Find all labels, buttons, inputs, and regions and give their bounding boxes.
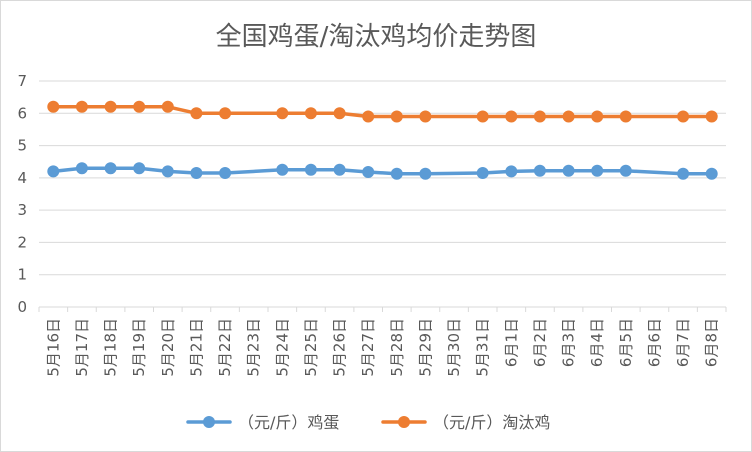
data-point: [390, 167, 403, 180]
data-point: [133, 100, 146, 113]
x-tick-label: 5月21日: [187, 318, 205, 377]
y-tick-label: 0: [17, 298, 27, 316]
series-line: [51, 166, 714, 176]
x-tick-label: 5月18日: [102, 318, 120, 377]
data-point: [304, 163, 317, 176]
data-point: [677, 167, 690, 180]
y-tick-label: 5: [17, 137, 27, 155]
data-point: [362, 110, 375, 123]
data-point: [591, 164, 604, 177]
y-tick-label: 3: [17, 201, 27, 219]
x-tick-label: 5月16日: [44, 318, 62, 377]
data-point: [276, 107, 289, 120]
x-tick-label: 5月25日: [302, 318, 320, 377]
legend-label: （元/斤）鸡蛋: [238, 413, 339, 432]
x-tick-label: 5月17日: [73, 318, 91, 377]
chart-title: 全国鸡蛋/淘汰鸡均价走势图: [216, 22, 537, 52]
y-tick-label: 2: [17, 233, 27, 251]
x-tick-label: 5月28日: [388, 318, 406, 377]
data-point: [190, 107, 203, 120]
x-tick-label: 5月29日: [416, 318, 434, 377]
data-point: [304, 107, 317, 120]
y-tick-label: 7: [17, 72, 27, 90]
data-point: [505, 165, 518, 178]
data-point: [533, 110, 546, 123]
legend-label: （元/斤）淘汰鸡: [433, 413, 550, 432]
x-tick-label: 6月7日: [674, 318, 692, 367]
legend: （元/斤）鸡蛋 （元/斤）淘汰鸡: [186, 413, 550, 432]
data-point: [419, 167, 432, 180]
x-tick-label: 6月8日: [703, 318, 721, 367]
y-tick-label: 6: [17, 104, 27, 122]
legend-marker: [203, 416, 215, 428]
data-point: [705, 167, 718, 180]
series-2: [47, 100, 718, 123]
data-point: [161, 100, 174, 113]
x-tick-label: 5月24日: [273, 318, 291, 377]
data-point: [562, 164, 575, 177]
x-tick-label: 5月30日: [445, 318, 463, 377]
data-point: [219, 107, 232, 120]
gridlines: [39, 80, 726, 276]
data-point: [390, 110, 403, 123]
data-point: [705, 110, 718, 123]
series-line: [51, 105, 714, 119]
series-1: [47, 162, 718, 180]
legend-marker: [398, 416, 410, 428]
x-tick-label: 5月22日: [216, 318, 234, 377]
data-point: [419, 110, 432, 123]
x-tick-label: 5月26日: [331, 318, 349, 377]
data-point: [133, 162, 146, 175]
data-point: [333, 163, 346, 176]
x-tick-label: 6月5日: [617, 318, 635, 367]
y-tick-label: 4: [17, 169, 27, 187]
data-point: [619, 110, 632, 123]
data-point: [47, 165, 60, 178]
data-point: [161, 165, 174, 178]
x-tick-label: 5月27日: [359, 318, 377, 377]
data-point: [362, 166, 375, 178]
data-point: [75, 100, 88, 113]
data-point: [476, 167, 489, 179]
data-point: [190, 167, 203, 179]
x-tick-label: 6月6日: [645, 318, 663, 367]
x-tick-label: 5月19日: [130, 318, 148, 377]
data-point: [505, 110, 518, 123]
x-tick-label: 6月1日: [502, 318, 520, 367]
axes: 0 1 2 3 4 5 6 7 5月16日 5月17日 5月18日 5月19日 5月20日 5月21日 5月…: [17, 72, 727, 377]
x-tick-label: 6月4日: [588, 318, 606, 367]
data-point: [333, 107, 346, 120]
data-point: [533, 164, 546, 177]
data-point: [104, 162, 117, 175]
y-tick-label: 1: [17, 266, 27, 284]
x-tick-label: 6月3日: [560, 318, 578, 367]
x-tick-label: 5月31日: [474, 318, 492, 377]
data-point: [47, 100, 60, 113]
data-point: [75, 162, 88, 175]
x-tick-label: 6月2日: [531, 318, 549, 367]
data-point: [276, 163, 289, 176]
series-group: [47, 100, 718, 180]
data-point: [562, 110, 575, 123]
x-tick-label: 5月20日: [159, 318, 177, 377]
data-point: [476, 110, 489, 123]
data-point: [677, 110, 690, 123]
data-point: [219, 167, 232, 179]
data-point: [104, 100, 117, 113]
data-point: [619, 164, 632, 177]
x-tick-label: 5月23日: [245, 318, 263, 377]
data-point: [591, 110, 604, 123]
